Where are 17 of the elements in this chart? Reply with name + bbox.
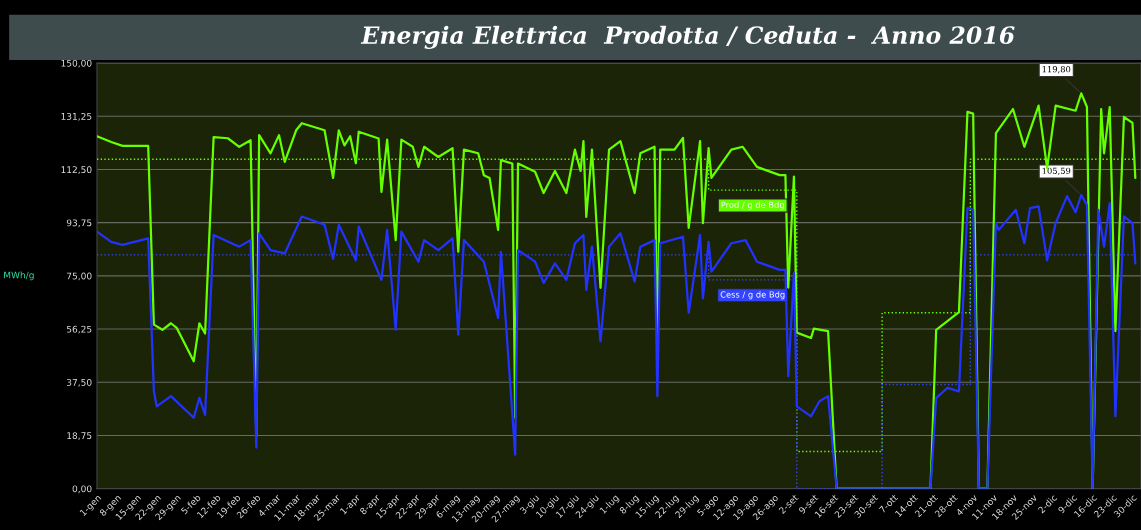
line-series — [96, 92, 1137, 489]
y-tick-label: 93,75 — [66, 219, 92, 228]
chart-title: Energia Elettrica Prodotta / Ceduta - Anno 2016 — [360, 25, 1015, 49]
series-label: Prod / g de Bdg — [721, 201, 784, 210]
y-tick-label: 75,00 — [67, 272, 92, 281]
y-tick-label: 0,00 — [72, 485, 92, 494]
y-tick-label: 112,50 — [61, 166, 92, 174]
annotation: 105,59 — [1042, 167, 1071, 175]
y-tick-label: 131,25 — [61, 113, 92, 121]
y-tick-label: 37,50 — [66, 378, 92, 387]
series-label: Cess / g de Bdg — [720, 291, 785, 300]
y-tick-label: 56,25 — [66, 325, 92, 334]
y-axis-title: MWh/g — [4, 271, 34, 281]
y-tick-label: 150,00 — [61, 59, 92, 68]
annotation: 119,80 — [1042, 66, 1071, 74]
y-tick-label: 18,75 — [67, 432, 92, 440]
line-series — [96, 193, 1137, 489]
